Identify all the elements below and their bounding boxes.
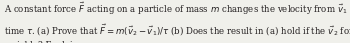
Text: A constant force $\vec{F}$ acting on a particle of mass $m$ changes the velocity: A constant force $\vec{F}$ acting on a p… xyxy=(4,1,350,43)
